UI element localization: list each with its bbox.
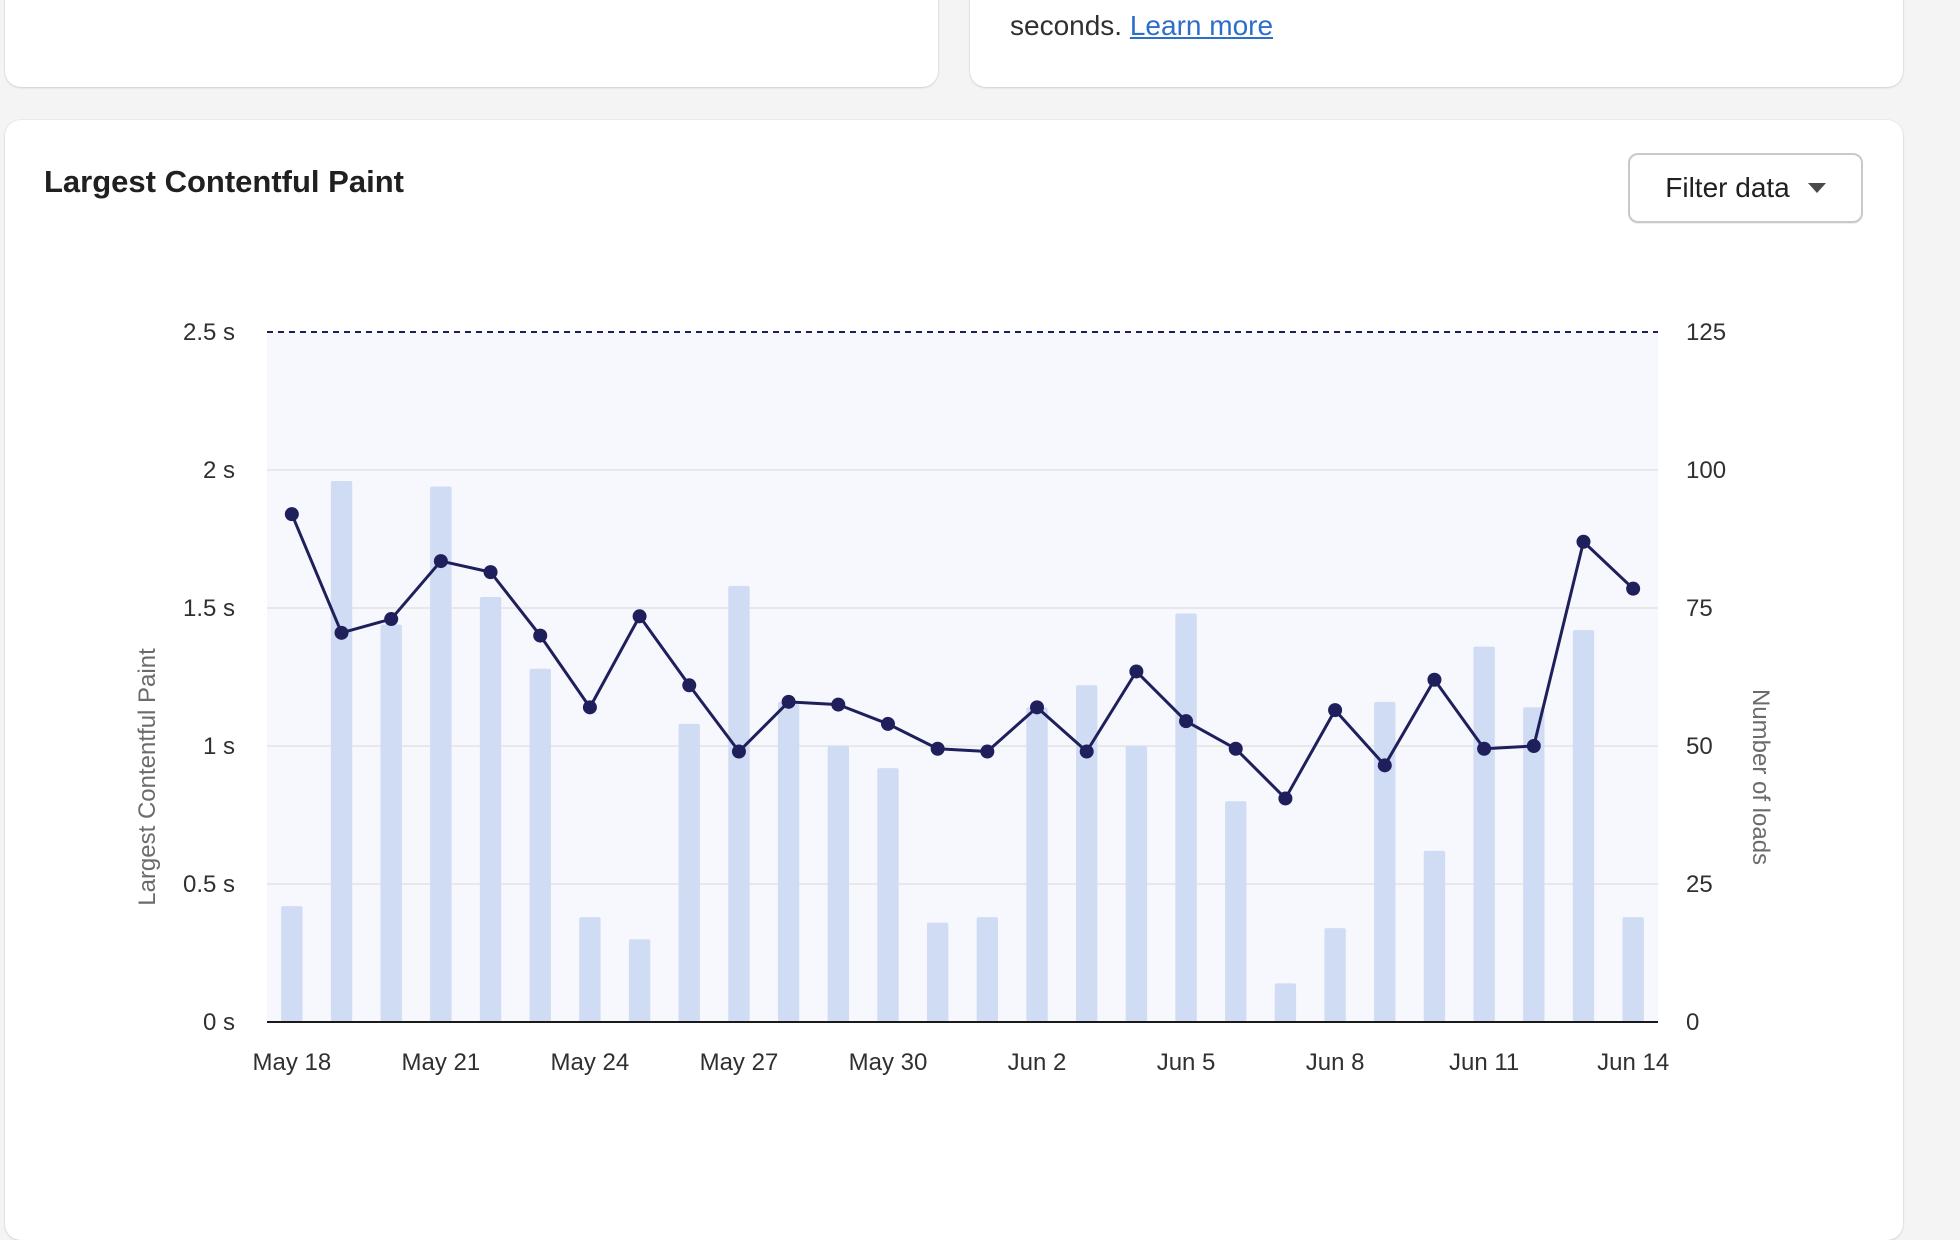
loads-bar (281, 906, 303, 1022)
loads-bar (330, 481, 353, 1022)
x-tick-label: Jun 11 (1449, 1049, 1519, 1076)
loads-bar (1076, 685, 1098, 1022)
y-right-tick-label: 25 (1686, 871, 1713, 898)
lcp-point (930, 741, 945, 756)
lcp-point (433, 554, 448, 569)
lcp-point (1477, 741, 1492, 756)
card-description-text: seconds. (1010, 10, 1123, 41)
lcp-point (1129, 664, 1144, 679)
lcp-point (1377, 758, 1392, 773)
loads-bar (1423, 850, 1446, 1022)
lcp-point (781, 694, 796, 709)
loads-bar (678, 723, 700, 1022)
x-tick-label: Jun 5 (1157, 1049, 1216, 1076)
lcp-point (1079, 744, 1094, 759)
y-right-tick-label: 50 (1686, 733, 1713, 760)
chart-title: Largest Contentful Paint (44, 164, 404, 199)
lcp-line (290, 513, 1635, 800)
y-right-tick-label: 75 (1686, 595, 1713, 622)
loads-bar (1175, 613, 1197, 1022)
lcp-point (632, 609, 647, 624)
lcp-point (731, 744, 746, 759)
loads-bar (1473, 646, 1495, 1022)
y-right-tick-label: 0 (1686, 1009, 1699, 1036)
x-tick-label: Jun 2 (1008, 1049, 1067, 1076)
loads-bar (976, 917, 999, 1022)
y-left-tick-label: 2.5 s (183, 319, 235, 346)
lcp-point (1626, 581, 1641, 596)
loads-bar (380, 624, 402, 1022)
card-description: seconds. Learn more (1010, 10, 1273, 42)
loads-bar (628, 939, 651, 1022)
y-right-axis-label: Number of loads (1747, 689, 1774, 865)
loads-bar (1225, 801, 1247, 1022)
x-tick-label: May 30 (849, 1049, 928, 1076)
loads-bar (579, 917, 601, 1022)
lcp-point (980, 744, 995, 759)
y-left-tick-label: 0.5 s (183, 871, 235, 898)
y-left-axis-label: Largest Contentful Paint (134, 648, 161, 906)
x-tick-label: May 21 (402, 1049, 481, 1076)
loads-bar (1026, 707, 1048, 1022)
lcp-point (483, 565, 498, 580)
loads-bar (926, 922, 949, 1022)
x-tick-label: Jun 8 (1306, 1049, 1365, 1076)
lcp-point (1228, 741, 1243, 756)
plot-area (267, 332, 1658, 1022)
loads-bar (529, 668, 551, 1022)
loads-bar (1324, 928, 1346, 1022)
loads-bar (877, 768, 899, 1022)
loads-bar (1622, 917, 1644, 1022)
lcp-point (1278, 791, 1293, 806)
lcp-chart-card: Largest Contentful Paint Filter data 0 s… (5, 120, 1903, 1240)
y-left-tick-label: 1 s (203, 733, 235, 760)
loads-bar (1523, 707, 1545, 1022)
caret-down-icon (1807, 183, 1826, 193)
lcp-point (582, 700, 597, 715)
y-left-tick-label: 1.5 s (183, 595, 235, 622)
lcp-point (1179, 714, 1194, 729)
loads-bar (777, 701, 800, 1022)
loads-bar (827, 746, 849, 1022)
lcp-point (334, 625, 349, 640)
y-right-tick-label: 125 (1686, 319, 1726, 346)
x-tick-label: May 27 (700, 1049, 779, 1076)
y-left-tick-label: 2 s (203, 457, 235, 484)
top-right-card: seconds. Learn more (970, 0, 1903, 87)
loads-bar (430, 486, 452, 1022)
lcp-point (1526, 739, 1541, 753)
lcp-point (831, 697, 846, 712)
lcp-point (1328, 703, 1343, 718)
filter-data-label: Filter data (1665, 172, 1790, 203)
learn-more-link[interactable]: Learn more (1129, 10, 1274, 41)
lcp-point (384, 612, 399, 627)
loads-bar (479, 596, 502, 1022)
lcp-point (1030, 700, 1045, 715)
loads-bar (1374, 701, 1396, 1022)
y-right-tick-label: 100 (1686, 457, 1726, 484)
lcp-point (1576, 534, 1591, 549)
x-tick-label: May 24 (551, 1049, 630, 1076)
lcp-chart: 0 s 0 0.5 s 25 1 s 50 1.5 s 75 2 s 100 2.5 s 125 May… (134, 319, 1774, 1076)
y-left-tick-label: 0 s (203, 1009, 235, 1036)
loads-bar (1274, 983, 1297, 1022)
lcp-point (284, 507, 299, 522)
loads-bar (1125, 746, 1148, 1022)
x-tick-label: Jun 14 (1597, 1049, 1669, 1076)
lcp-point (533, 628, 548, 643)
x-tick-label: May 18 (252, 1049, 331, 1076)
lcp-point (1427, 672, 1442, 687)
lcp-point (682, 678, 697, 693)
filter-data-button[interactable]: Filter data (1628, 153, 1863, 223)
loads-bar (728, 585, 750, 1022)
lcp-point (880, 716, 895, 731)
top-left-card (5, 0, 938, 87)
loads-bar (1572, 630, 1595, 1022)
